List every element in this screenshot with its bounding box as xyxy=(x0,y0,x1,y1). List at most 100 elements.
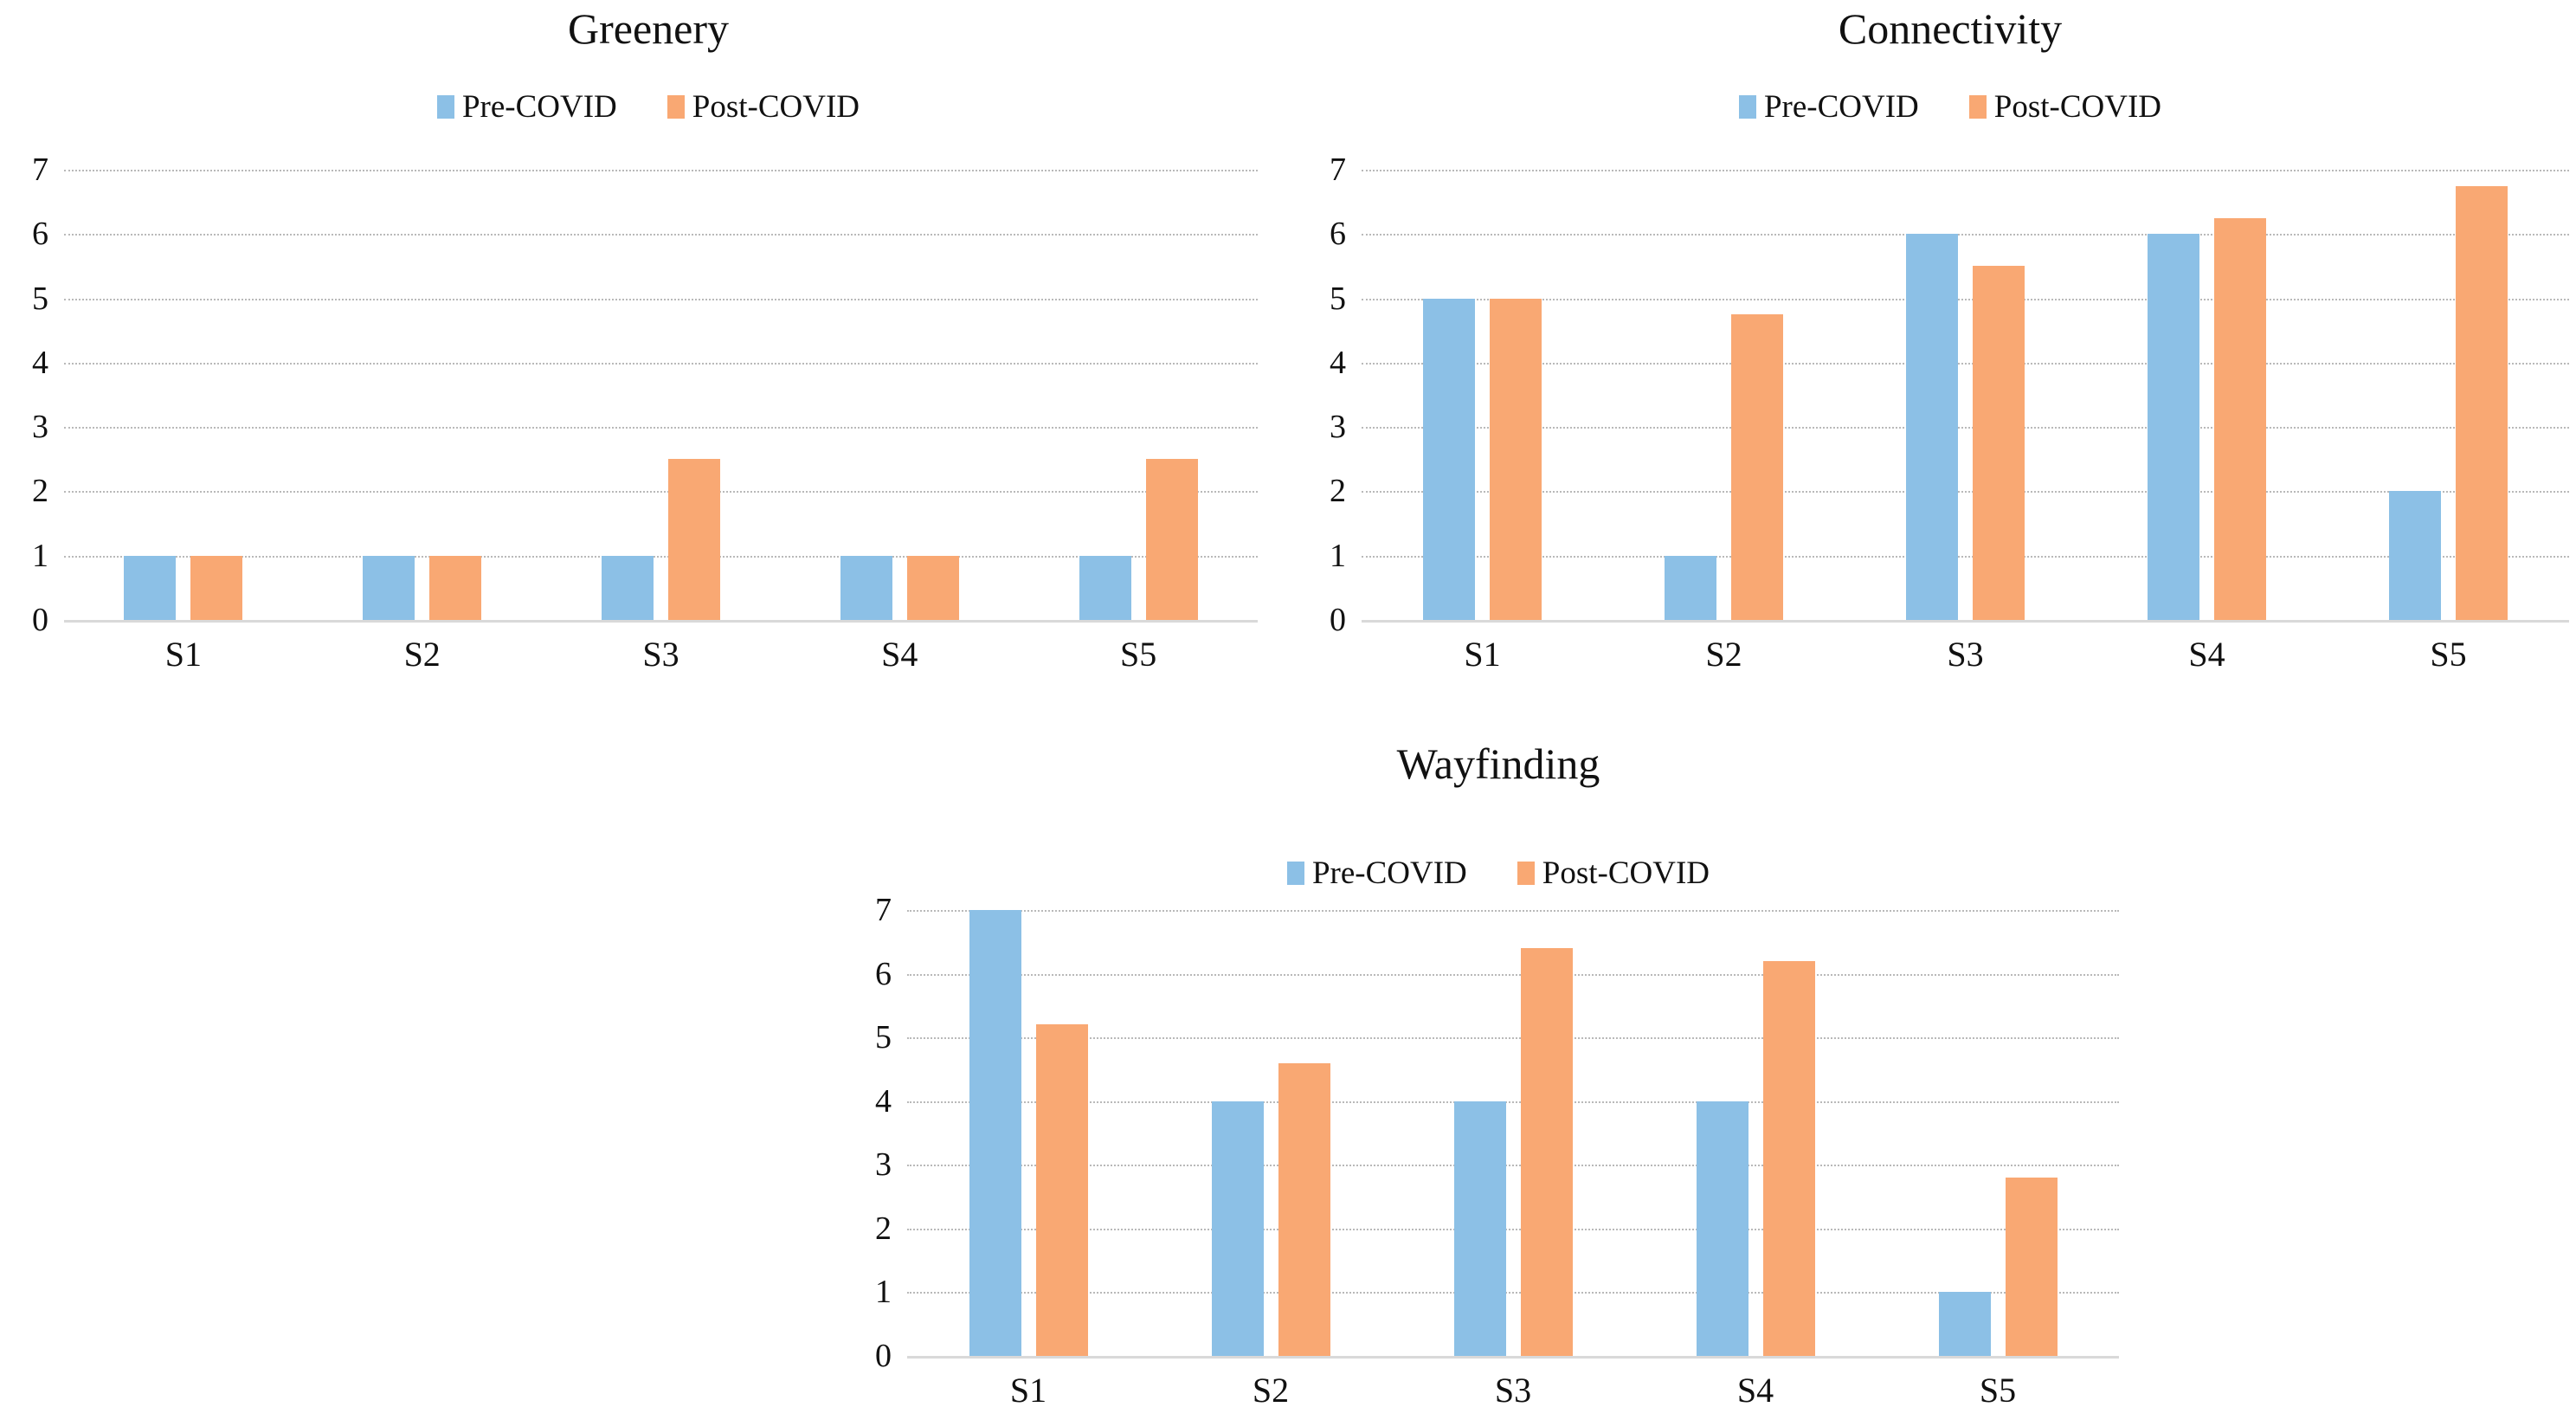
y-axis-tick-label: 4 xyxy=(875,1082,892,1120)
x-axis-tick-label: S5 xyxy=(1119,635,1157,674)
legend-swatch-pre-covid-icon xyxy=(1738,95,1756,119)
y-axis-tick-label: 0 xyxy=(32,602,48,638)
x-axis-tick-label: S5 xyxy=(1979,1371,2017,1410)
category-group-s2: S2 xyxy=(1150,910,1392,1408)
y-axis-tick-label: 7 xyxy=(32,152,48,188)
bar-pre-covid-s2 xyxy=(363,555,415,620)
y-axis-tick-label: 5 xyxy=(1330,280,1346,317)
category-group-s3: S3 xyxy=(542,170,781,672)
bar-pre-covid-s2 xyxy=(1211,1100,1264,1356)
y-axis-tick-label: 2 xyxy=(1330,473,1346,510)
gridline xyxy=(64,555,1258,558)
gridline xyxy=(64,298,1258,300)
gridline xyxy=(64,427,1258,429)
bar-post-covid-s3 xyxy=(667,459,720,620)
legend-swatch-pre-covid-icon xyxy=(1286,862,1304,885)
bar-pre-covid-s3 xyxy=(1453,1100,1506,1356)
y-axis-tick-label: 2 xyxy=(32,473,48,510)
bar-pre-covid-s4 xyxy=(840,555,892,620)
bar-post-covid-s5 xyxy=(2005,1178,2058,1356)
y-axis-tick-label: 7 xyxy=(875,892,892,928)
y-axis-tick-label: 6 xyxy=(1330,216,1346,253)
chart-greenery: Greenery Pre-COVID Post-COVID 0 1 2 3 4 5 6 7 S1… xyxy=(7,5,1290,715)
x-axis-tick-label: S3 xyxy=(1494,1371,1532,1410)
y-axis-tick-label: 1 xyxy=(32,537,48,574)
legend-label: Pre-COVID xyxy=(1311,855,1467,891)
bar-post-covid-s4 xyxy=(1762,960,1815,1356)
bar-pre-covid-s5 xyxy=(1079,555,1131,620)
gridline xyxy=(1362,362,2569,365)
x-axis-tick-label: S4 xyxy=(1736,1371,1774,1410)
x-axis-tick-label: S1 xyxy=(164,635,203,674)
y-axis-tick-label: 3 xyxy=(875,1146,892,1184)
x-axis-tick-label: S4 xyxy=(2188,635,2225,674)
y-axis-tick-label: 2 xyxy=(875,1210,892,1247)
bar-cluster xyxy=(1392,910,1634,1356)
bar-post-covid-s2 xyxy=(429,555,482,620)
y-axis-tick-label: 6 xyxy=(32,216,48,253)
legend-item-pre-covid: Pre-COVID xyxy=(1738,88,1919,126)
category-group-s2: S2 xyxy=(1603,170,1845,672)
plot-area: 0 1 2 3 4 5 6 7 S1 S2 S3 S4 S5 xyxy=(32,153,1258,672)
legend-label: Post-COVID xyxy=(1993,89,2162,125)
chart-title: Greenery xyxy=(568,4,729,53)
legend-swatch-post-covid-icon xyxy=(1517,862,1535,885)
bar-pre-covid-s5 xyxy=(2389,491,2441,620)
x-axis-line xyxy=(64,620,1258,623)
gridline xyxy=(64,362,1258,365)
y-axis-tick-label: 3 xyxy=(1330,409,1346,446)
bar-cluster xyxy=(303,170,542,620)
bar-cluster xyxy=(1877,910,2119,1356)
gridline xyxy=(907,1037,2119,1040)
bar-cluster xyxy=(1845,170,2086,620)
category-group-s3: S3 xyxy=(1845,170,2086,672)
category-group-s1: S1 xyxy=(1362,170,1603,672)
x-axis-tick-label: S3 xyxy=(1947,635,1984,674)
y-axis-tick-label: 4 xyxy=(32,344,48,381)
x-axis-line xyxy=(1362,620,2569,623)
chart-title: Wayfinding xyxy=(1396,739,1600,788)
gridline xyxy=(1362,427,2569,429)
x-axis-tick-label: S3 xyxy=(642,635,679,674)
bar-pre-covid-s3 xyxy=(601,555,654,620)
gridline xyxy=(907,1292,2119,1294)
category-group-s5: S5 xyxy=(2328,170,2569,672)
gridline xyxy=(907,1165,2119,1167)
y-axis-tick-label: 1 xyxy=(1330,537,1346,574)
bar-pre-covid-s1 xyxy=(969,910,1021,1356)
bar-post-covid-s4 xyxy=(2214,217,2266,620)
gridline xyxy=(64,234,1258,236)
gridline xyxy=(1362,298,2569,300)
legend-item-pre-covid: Pre-COVID xyxy=(436,88,617,126)
legend-swatch-post-covid-icon xyxy=(1968,95,1987,119)
bar-cluster xyxy=(780,170,1019,620)
legend-item-post-covid: Post-COVID xyxy=(1517,855,1710,892)
bar-cluster xyxy=(64,170,303,620)
bar-cluster xyxy=(1019,170,1258,620)
plot-area: 0 1 2 3 4 5 6 7 S1 S2 S3 S4 S5 xyxy=(1330,153,2569,672)
bar-post-covid-s1 xyxy=(1490,298,1542,620)
bar-post-covid-s5 xyxy=(2456,185,2508,620)
legend-label: Pre-COVID xyxy=(1763,89,1919,125)
gridline xyxy=(1362,555,2569,558)
gridline xyxy=(907,1100,2119,1103)
x-axis-tick-label: S1 xyxy=(1009,1371,1047,1410)
y-axis-tick-label: 4 xyxy=(1330,344,1346,381)
bar-cluster xyxy=(2328,170,2569,620)
category-group-s1: S1 xyxy=(907,910,1150,1408)
category-group-s2: S2 xyxy=(303,170,542,672)
chart-legend: Pre-COVID Post-COVID xyxy=(822,855,2174,892)
bar-cluster xyxy=(542,170,781,620)
bar-cluster xyxy=(2086,170,2328,620)
x-axis-tick-label: S4 xyxy=(881,635,918,674)
bar-pre-covid-s3 xyxy=(1906,234,1958,620)
bar-post-covid-s2 xyxy=(1731,314,1783,620)
bar-pre-covid-s1 xyxy=(124,555,177,620)
bar-cluster xyxy=(1362,170,1603,620)
bar-pre-covid-s1 xyxy=(1423,298,1475,620)
legend-item-pre-covid: Pre-COVID xyxy=(1286,855,1467,892)
bar-post-covid-s3 xyxy=(1520,948,1573,1356)
category-group-s3: S3 xyxy=(1392,910,1634,1408)
legend-swatch-pre-covid-icon xyxy=(436,95,454,119)
